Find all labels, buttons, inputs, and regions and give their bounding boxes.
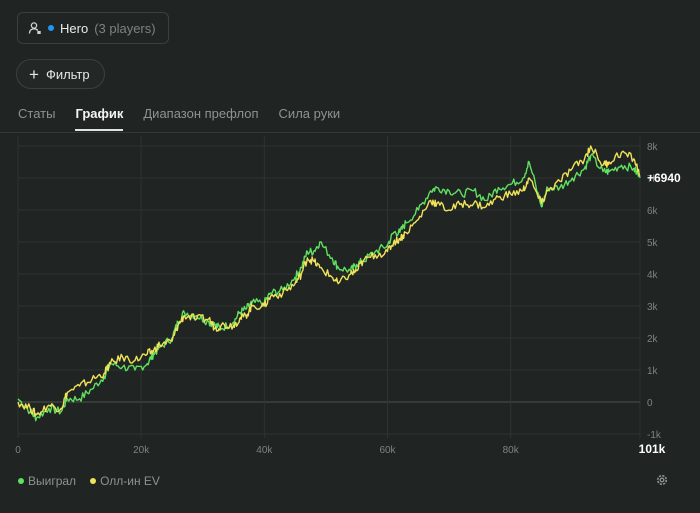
legend-ev-label: Олл-ин EV (100, 474, 160, 488)
player-selector[interactable]: Hero (3 players) (17, 12, 169, 44)
y-tick-label: 3k (647, 302, 659, 313)
y-tick-label: 5k (647, 238, 659, 249)
tab-hand-strength[interactable]: Сила руки (278, 106, 341, 121)
filter-label: Фильтр (45, 66, 90, 82)
y-tick-label: 7k (647, 174, 659, 185)
y-tick-label: -1k (647, 430, 662, 441)
player-count: (3 players) (94, 20, 156, 36)
series-line-won (17, 153, 641, 422)
y-tick-label: 1k (647, 366, 659, 377)
plus-icon: + (29, 64, 39, 84)
user-icon (28, 22, 41, 34)
y-tick-label: 8k (647, 142, 659, 153)
gear-icon[interactable] (655, 473, 669, 487)
chart-legend: Выиграл Олл-ин EV (18, 474, 160, 488)
x-tick-label: 40k (256, 445, 273, 456)
player-name: Hero (60, 20, 89, 36)
x-tick-label: 0 (15, 445, 21, 456)
tab-preflop-range[interactable]: Диапазон префлоп (143, 106, 259, 121)
filter-button[interactable]: + Фильтр (16, 59, 105, 89)
y-tick-label: 0 (647, 398, 653, 409)
x-tick-label: 60k (379, 445, 396, 456)
tab-bar: Статы График Диапазон префлоп Сила руки (18, 106, 340, 131)
x-tick-label: 20k (133, 445, 150, 456)
legend-ev-dot (90, 478, 97, 484)
winnings-chart: -1k 0 1k 2k 3k 4k 5k 6k 7k 8k 0 20k 40k 60k 80k 101k +69… (15, 136, 681, 456)
y-tick-label: 6k (647, 206, 659, 217)
x-tick-label: 101k (639, 442, 666, 456)
x-tick-label: 80k (503, 445, 520, 456)
legend-item-ev[interactable]: Олл-ин EV (90, 474, 160, 488)
series-line-ev (17, 145, 641, 418)
legend-won-dot (18, 478, 24, 484)
y-tick-label: 4k (647, 270, 659, 281)
tab-divider (0, 132, 700, 133)
end-value-label: +6940 (647, 171, 681, 185)
tab-graph[interactable]: График (75, 106, 124, 131)
y-tick-label: 2k (647, 334, 659, 345)
tab-stats[interactable]: Статы (18, 106, 56, 121)
player-color-dot (48, 25, 54, 31)
legend-won-label: Выиграл (28, 474, 77, 488)
legend-item-won[interactable]: Выиграл (18, 474, 76, 488)
